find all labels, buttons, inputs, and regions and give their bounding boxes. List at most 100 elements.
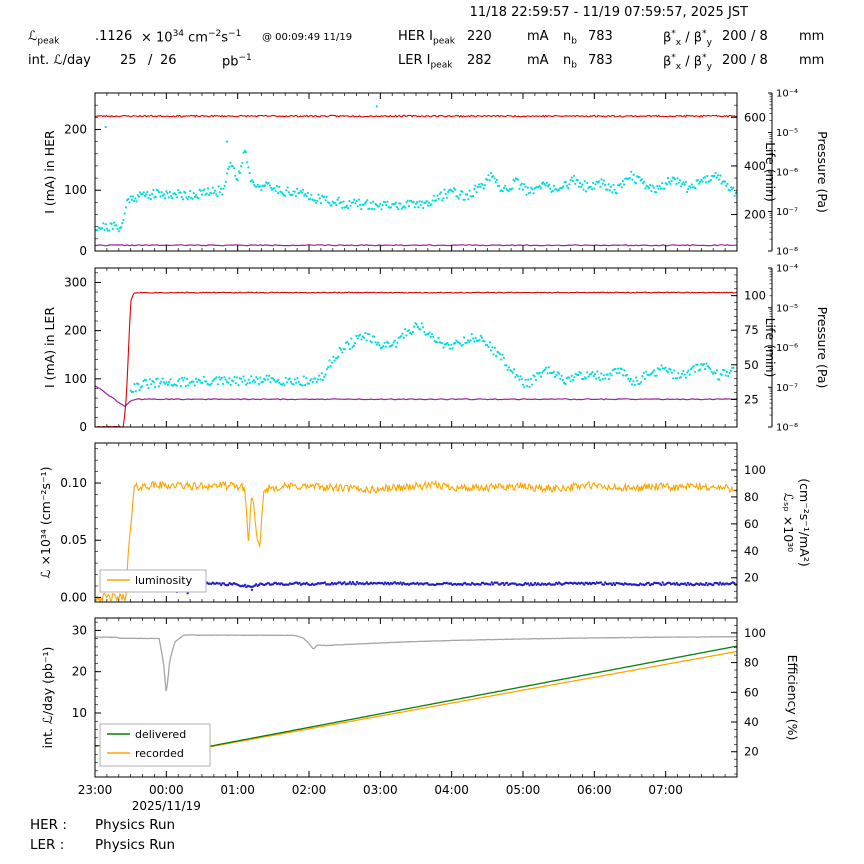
tick-label: 200 (744, 208, 766, 222)
axis-label-intlum-right: Efficiency (%) (785, 655, 800, 741)
tick-label: 10⁻⁸ (776, 247, 798, 258)
tick-label: 60 (744, 517, 759, 531)
ler-status-row: LER : Physics Run (0, 837, 864, 857)
tick-label: 0 (79, 420, 87, 434)
ler-ipeak-label: LER Ipeak (398, 53, 453, 71)
x-date-label: 2025/11/19 (132, 799, 201, 813)
her-status-label: HER : (30, 817, 67, 833)
tick-label: 100 (64, 372, 87, 386)
intlum-delivered-value: 26 (160, 53, 177, 68)
legend-label-recorded: recorded (135, 747, 184, 760)
lpeak-value: .1126 (95, 29, 133, 44)
series-ler-current (95, 291, 737, 427)
tick-label: 200 (64, 122, 87, 136)
tick-label: 600 (744, 110, 766, 124)
tick-label: 100 (744, 626, 766, 640)
ler-ipeak-unit: mA (527, 53, 549, 68)
lpeak-label: ℒpeak (28, 29, 60, 47)
her-ipeak-label: HER Ipeak (398, 29, 455, 47)
beta-value-1: 200 / 8 (722, 29, 768, 44)
series-her-lifetime (95, 105, 737, 233)
tick-label: 10⁻⁸ (776, 423, 798, 434)
tick-label: 0 (79, 244, 87, 258)
axis-label-ler-left: I (mA) in LER (42, 307, 57, 388)
axis-label-lum-left: ℒ ×10³⁴ (cm⁻²s⁻¹) (38, 467, 53, 579)
x-tick-label: 04:00 (434, 783, 469, 797)
her-ipeak-value: 220 (467, 29, 492, 44)
ler-nb-value: 783 (588, 53, 613, 68)
tick-label: 0.10 (60, 476, 87, 490)
axis-label-her-left: I (mA) in HER (42, 130, 57, 214)
lpeak-unit: × 1034 cm−2s−1 (141, 29, 242, 46)
tick-label: 10⁻⁷ (776, 383, 798, 394)
header-row-2: int. ℒ/day 25 / 26 pb−1 LER Ipeak 282 mA… (0, 53, 864, 75)
tick-label: 10⁻⁶ (776, 168, 798, 179)
tick-label: 50 (744, 358, 759, 372)
tick-label: 300 (64, 275, 87, 289)
legend-intlum (99, 723, 211, 767)
intlum-unit: pb−1 (222, 53, 252, 70)
intlum-label: int. ℒ/day (28, 53, 91, 68)
legend-lum (99, 569, 207, 593)
axis-label-pressure: Pressure (Pa) (815, 307, 830, 389)
tick-label: 40 (744, 715, 759, 729)
tick-label: 30 (72, 623, 87, 637)
tick-label: 400 (744, 159, 766, 173)
intlum-separator: / (148, 53, 153, 68)
tick-label: 200 (64, 324, 87, 338)
x-tick-label: 00:00 (149, 783, 184, 797)
series-ler-lifetime (129, 322, 735, 393)
tick-label: 100 (64, 183, 87, 197)
tick-label: 10⁻⁷ (776, 207, 798, 218)
ler-nb-label: nb (563, 53, 577, 71)
tick-label: 20 (72, 665, 87, 679)
tick-label: 10⁻⁶ (776, 343, 798, 354)
her-nb-label: nb (563, 29, 577, 47)
intlum-recorded-value: 25 (120, 53, 137, 68)
beta-unit-1: mm (799, 29, 825, 44)
series-efficiency (95, 634, 737, 692)
legend-label-delivered: delivered (135, 728, 186, 741)
x-tick-label: 07:00 (648, 783, 683, 797)
her-status-value: Physics Run (95, 817, 176, 833)
tick-label: 10⁻⁵ (776, 128, 798, 139)
tick-label: 60 (744, 685, 759, 699)
x-tick-label: 03:00 (363, 783, 398, 797)
tick-label: 10⁻⁵ (776, 303, 798, 314)
ler-status-label: LER : (30, 837, 65, 853)
tick-label: 80 (744, 490, 759, 504)
tick-label: 10⁻⁴ (776, 264, 798, 275)
axis-label-pressure: Pressure (Pa) (815, 131, 830, 213)
series-her-pressure (95, 244, 737, 247)
axis-label-lum-right: ℒₛₚ ×10³⁰ (781, 493, 796, 552)
panel-intlum: 10 20 30 int. ℒ/day (pb⁻¹) 20 40 60 80 100 Effici… (40, 617, 800, 778)
her-ipeak-unit: mA (527, 29, 549, 44)
tick-label: 100 (744, 463, 766, 477)
series-luminosity (95, 479, 737, 602)
x-tick-label: 23:00 (78, 783, 113, 797)
tick-label: 0.00 (60, 590, 87, 604)
series-ler-pressure (95, 385, 737, 408)
x-tick-label: 01:00 (220, 783, 255, 797)
tick-label: 25 (744, 392, 759, 406)
x-tick-label: 02:00 (292, 783, 327, 797)
tick-label: 10 (72, 706, 87, 720)
panel-lum: 0.00 0.05 0.10 ℒ ×10³⁴ (cm⁻²s⁻¹) 20 40 60 80 100… (38, 442, 812, 604)
beta-unit-2: mm (799, 53, 825, 68)
series-specific-luminosity (133, 580, 737, 595)
her-nb-value: 783 (588, 29, 613, 44)
lpeak-timestamp: @ 00:09:49 11/19 (262, 32, 353, 43)
her-status-row: HER : Physics Run (0, 817, 864, 837)
x-tick-label: 06:00 (577, 783, 612, 797)
tick-label: 20 (744, 571, 759, 585)
series-her-current (95, 114, 737, 118)
header-row-1: ℒpeak .1126 × 1034 cm−2s−1 @ 00:09:49 11… (0, 29, 864, 51)
tick-label: 80 (744, 656, 759, 670)
ler-status-value: Physics Run (95, 837, 176, 853)
time-range-title: 11/18 22:59:57 - 11/19 07:59:57, 2025 JS… (469, 5, 748, 20)
tick-label: 10⁻⁴ (776, 89, 798, 100)
